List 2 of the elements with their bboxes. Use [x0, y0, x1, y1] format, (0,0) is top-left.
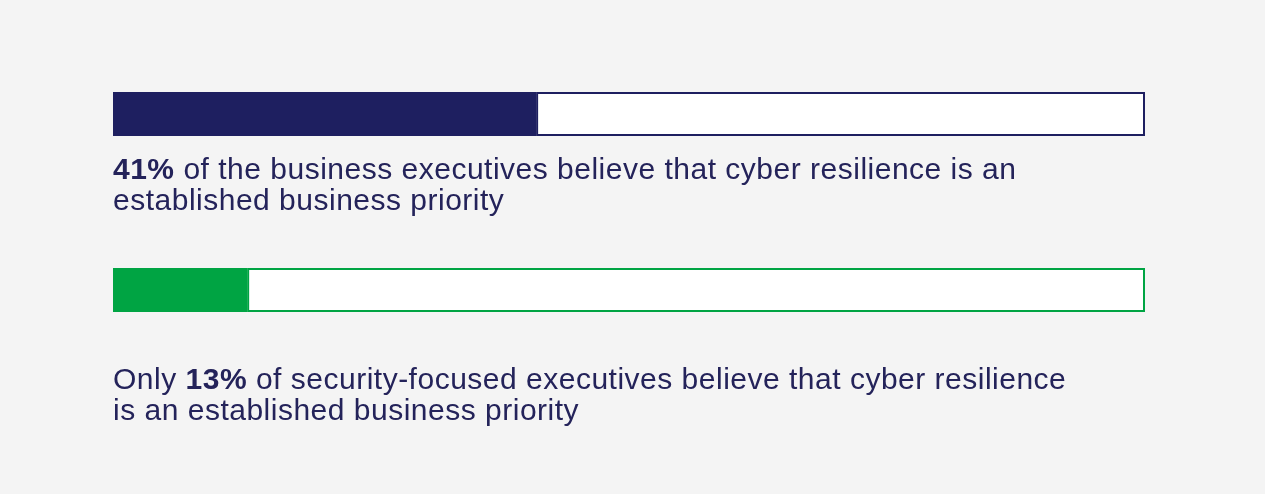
text: 41% of the business executives believe that cyber resilience is an established business priority — [113, 152, 1018, 216]
text: Only 13% of security-focused executives believe that cyber resilience is an established business priority — [113, 362, 1068, 426]
